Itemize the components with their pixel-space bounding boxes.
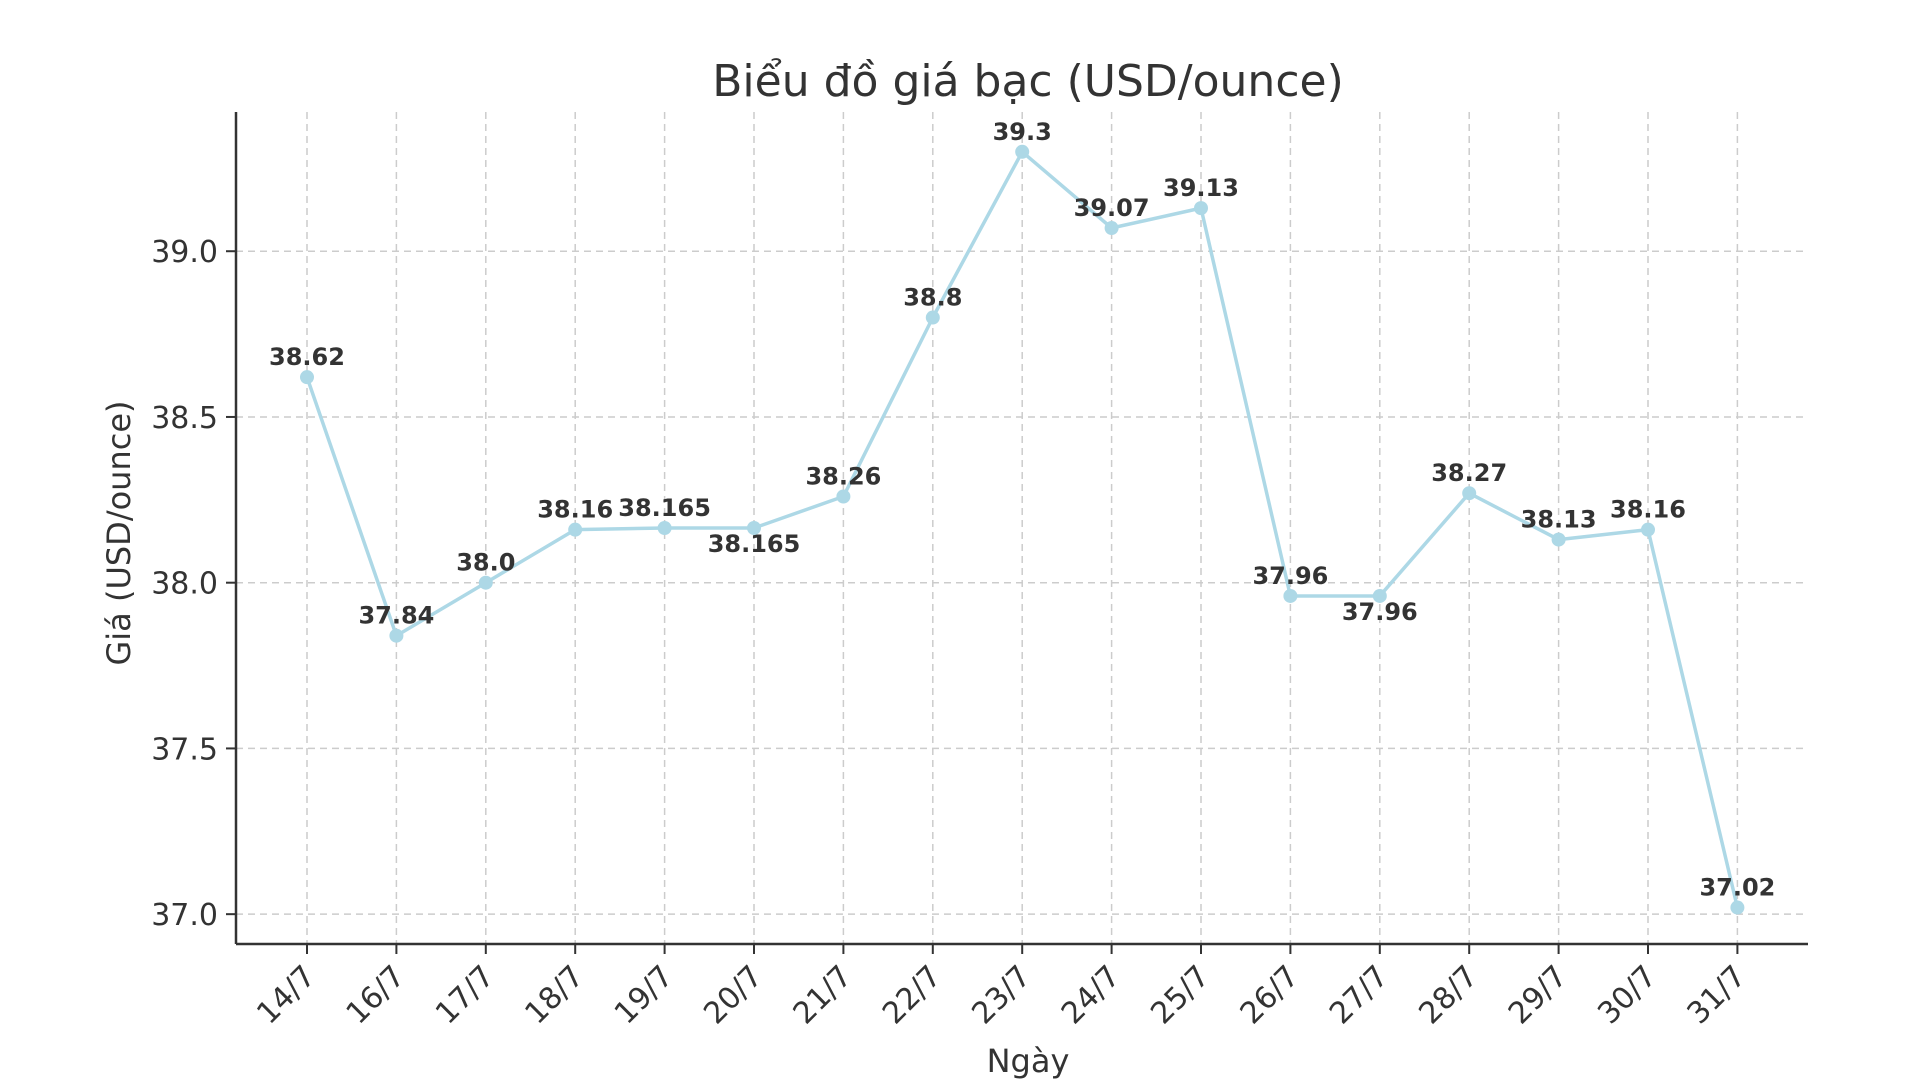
data-label: 38.8 [903,284,962,312]
series-layer [300,144,1745,915]
data-point [1372,588,1387,603]
y-tick-label: 39.0 [151,235,218,270]
x-tick-label: 24/7 [1055,959,1127,1031]
data-label: 38.0 [456,549,515,577]
x-tick-label: 30/7 [1591,959,1663,1031]
x-tick-label: 23/7 [965,959,1037,1031]
data-point [925,310,940,325]
x-tick-label: 17/7 [429,959,501,1031]
data-label: 38.27 [1431,459,1507,487]
x-tick-label: 21/7 [787,959,859,1031]
data-label: 39.07 [1074,194,1150,222]
data-label: 38.62 [269,343,345,371]
x-tick-label: 14/7 [250,959,322,1031]
data-label: 39.3 [993,118,1052,146]
data-point [1015,144,1030,159]
x-axis-label: Ngày [987,1042,1070,1080]
data-label: 38.16 [1610,496,1686,524]
data-point [1104,221,1119,236]
data-point [1730,900,1745,915]
x-tick-label: 16/7 [340,959,412,1031]
data-label: 39.13 [1163,174,1239,202]
x-tick-label: 31/7 [1681,959,1753,1031]
x-tick-label: 25/7 [1144,959,1216,1031]
data-label: 37.84 [358,602,434,630]
y-tick-label: 38.5 [151,401,218,436]
data-label: 38.165 [618,494,711,522]
grid-layer [236,112,1808,944]
data-label: 38.16 [537,496,613,524]
data-point [300,370,314,385]
data-label: 38.26 [805,463,881,491]
data-label: 37.96 [1252,562,1328,590]
y-tick-label: 38.0 [151,567,218,602]
data-point [1462,486,1477,501]
data-point [1283,588,1298,603]
y-tick-label: 37.5 [151,732,218,767]
x-tick-label: 29/7 [1502,959,1574,1031]
data-point [1551,532,1566,547]
x-tick-label: 20/7 [697,959,769,1031]
x-tick-label: 19/7 [608,959,680,1031]
data-point [657,521,672,535]
x-tick-label: 28/7 [1412,959,1484,1031]
data-label: 37.96 [1342,598,1418,626]
x-tick-label: 22/7 [876,959,948,1031]
data-label: 38.165 [708,530,801,558]
x-tick-label: 18/7 [518,959,590,1031]
x-tick-label: 26/7 [1234,959,1306,1031]
data-point [389,628,404,643]
y-tick-label: 37.0 [151,898,218,933]
data-label: 38.13 [1521,506,1597,534]
data-point [1194,201,1208,216]
data-point [1641,522,1655,537]
data-point [747,521,761,535]
data-label: 37.02 [1699,874,1775,902]
data-point [836,489,851,504]
x-tick-label: 27/7 [1323,959,1395,1031]
y-axis-label: Giá (USD/ounce) [100,400,138,665]
data-point [478,575,493,590]
chart-title: Biểu đồ giá bạc (USD/ounce) [712,56,1344,107]
data-point [568,522,583,537]
